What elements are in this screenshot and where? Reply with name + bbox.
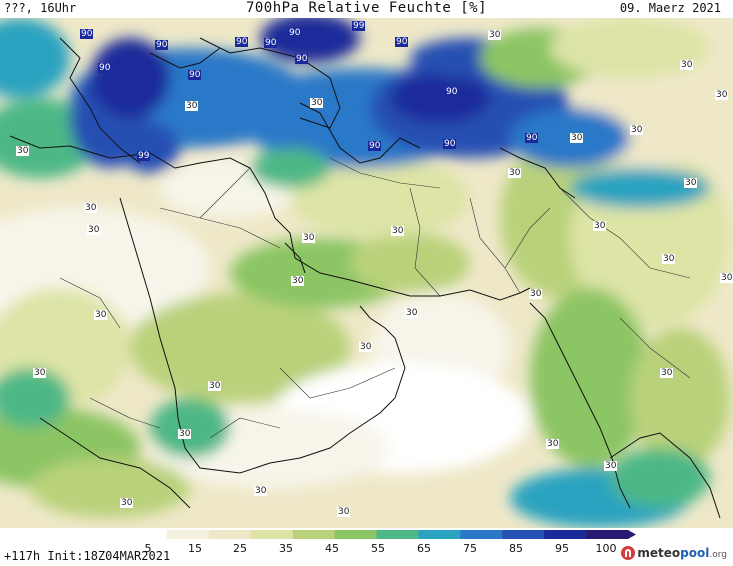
legend-tick: 15 — [188, 542, 202, 555]
contour-label: 30 — [16, 146, 30, 156]
legend-swatch — [586, 530, 629, 539]
contour-label: 30 — [546, 439, 560, 449]
contour-label: 30 — [529, 289, 543, 299]
contour-label: 90 — [368, 141, 382, 151]
contour-label: 90 — [395, 37, 409, 47]
legend-tick: 25 — [233, 542, 247, 555]
contour-label: 30 — [508, 168, 522, 178]
logo-icon — [621, 546, 636, 560]
valid-time-label: ???, 16Uhr — [4, 1, 77, 15]
legend-tick: 5 — [144, 542, 152, 555]
legend-swatch — [334, 530, 377, 539]
contour-label: 90 — [235, 37, 249, 47]
logo-main: meteo — [637, 546, 681, 560]
contour-label: 90 — [188, 70, 202, 80]
meteopool-logo[interactable]: meteopool.org — [621, 546, 727, 560]
humidity-field — [0, 18, 730, 528]
model-run-info: +117h Init:18Z04MAR2021 — [4, 549, 171, 563]
map-canvas — [0, 18, 733, 528]
coastlines — [9, 37, 721, 519]
contour-label: 90 — [155, 40, 169, 50]
contour-label: 90 — [288, 28, 302, 38]
legend-tick: 95 — [555, 542, 569, 555]
contour-label: 30 — [684, 178, 698, 188]
borders — [59, 157, 691, 439]
contour-label: 99 — [352, 21, 366, 31]
legend-tick: 65 — [417, 542, 431, 555]
contour-label: 30 — [630, 125, 644, 135]
contour-label: 30 — [185, 101, 199, 111]
contour-label: 30 — [359, 342, 373, 352]
legend-swatch — [502, 530, 545, 539]
legend-swatch — [376, 530, 419, 539]
legend-arrow — [628, 530, 636, 539]
logo-text: meteopool.org — [637, 546, 727, 560]
contour-label: 30 — [337, 507, 351, 517]
contour-label: 30 — [291, 276, 305, 286]
contour-label: 30 — [178, 429, 192, 439]
contour-label: 30 — [488, 30, 502, 40]
contour-label: 30 — [660, 368, 674, 378]
contour-label: 90 — [445, 87, 459, 97]
logo-accent: pool — [680, 546, 710, 560]
legend-tick: 55 — [371, 542, 385, 555]
contour-label: 30 — [302, 233, 316, 243]
legend-swatch — [292, 530, 336, 539]
legend-tick: 75 — [463, 542, 477, 555]
contour-label: 90 — [443, 139, 457, 149]
contour-label: 30 — [120, 498, 134, 508]
contour-label: 90 — [525, 133, 539, 143]
legend-swatch — [418, 530, 461, 539]
logo-suffix: .org — [709, 550, 727, 560]
legend-swatch — [544, 530, 587, 539]
legend-tick: 100 — [595, 542, 617, 555]
contour-label: 30 — [208, 381, 222, 391]
contour-label: 30 — [680, 60, 694, 70]
contour-label: 30 — [84, 203, 98, 213]
contour-label: 30 — [715, 90, 729, 100]
contour-label: 30 — [662, 254, 676, 264]
legend-tick: 85 — [509, 542, 523, 555]
contour-label: 30 — [391, 226, 405, 236]
legend-tick: 45 — [325, 542, 339, 555]
legend-swatch — [250, 530, 294, 539]
contour-label: 30 — [405, 308, 419, 318]
contour-label: 30 — [254, 486, 268, 496]
contour-label: 30 — [720, 273, 733, 283]
map-header: ???, 16Uhr 700hPa Relative Feuchte [%] 0… — [0, 0, 733, 18]
contour-label: 30 — [593, 221, 607, 231]
color-legend: 5 15 25 35 45 55 65 75 85 95 100 +117h I… — [0, 528, 733, 566]
contour-label: 30 — [310, 98, 324, 108]
contour-label: 30 — [570, 133, 584, 143]
contour-label: 90 — [264, 38, 278, 48]
humidity-map: 90 90 90 90 99 90 90 90 90 30 30 30 90 9… — [0, 18, 733, 528]
legend-tick: 35 — [279, 542, 293, 555]
contour-label: 90 — [295, 54, 309, 64]
contour-label: 30 — [604, 461, 618, 471]
valid-date-label: 09. Maerz 2021 — [619, 1, 721, 15]
contour-label: 90 — [80, 29, 94, 39]
contour-label: 30 — [87, 225, 101, 235]
contour-label: 30 — [94, 310, 108, 320]
legend-colorbar — [125, 530, 636, 539]
contour-label: 30 — [33, 368, 47, 378]
legend-swatch — [125, 530, 168, 539]
legend-swatch — [166, 530, 210, 539]
legend-swatch — [208, 530, 252, 539]
contour-label: 90 — [98, 63, 112, 73]
legend-swatch — [460, 530, 503, 539]
contour-label: 99 — [137, 151, 151, 161]
map-title: 700hPa Relative Feuchte [%] — [245, 0, 488, 16]
